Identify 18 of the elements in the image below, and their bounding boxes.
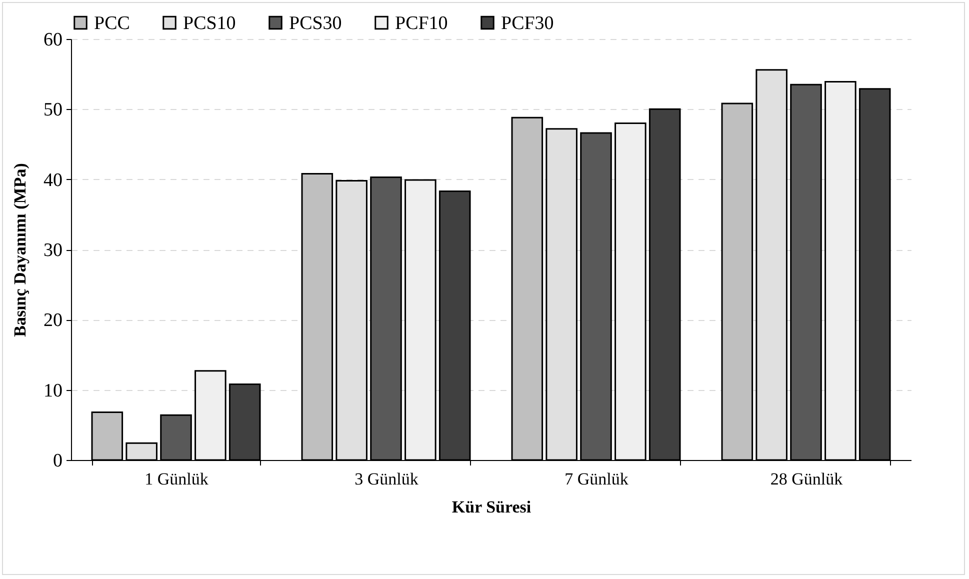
y-tick-label: 20 (44, 310, 62, 332)
y-axis-title: Basınç Dayanımı (MPa) (10, 163, 30, 337)
x-axis-title: Kür Süresi (452, 498, 532, 516)
legend-label: PCC (94, 12, 130, 34)
legend-label: PCF10 (395, 12, 448, 34)
legend-label: PCS30 (289, 12, 342, 34)
y-tick-label: 30 (44, 240, 62, 261)
y-tick-label: 0 (53, 450, 62, 472)
x-tick-label: 28 Günlük (770, 470, 844, 488)
legend-label: PCF30 (501, 12, 554, 34)
y-tick-label: 60 (44, 30, 62, 50)
y-tick-label: 50 (44, 100, 62, 121)
x-tick-label: 7 Günlük (564, 470, 629, 488)
y-tick-label: 10 (44, 380, 62, 402)
legend-label: PCS10 (183, 12, 236, 34)
y-tick-label: 40 (44, 170, 62, 191)
x-tick-label: 3 Günlük (354, 470, 419, 488)
x-tick-label: 1 Günlük (144, 470, 209, 488)
